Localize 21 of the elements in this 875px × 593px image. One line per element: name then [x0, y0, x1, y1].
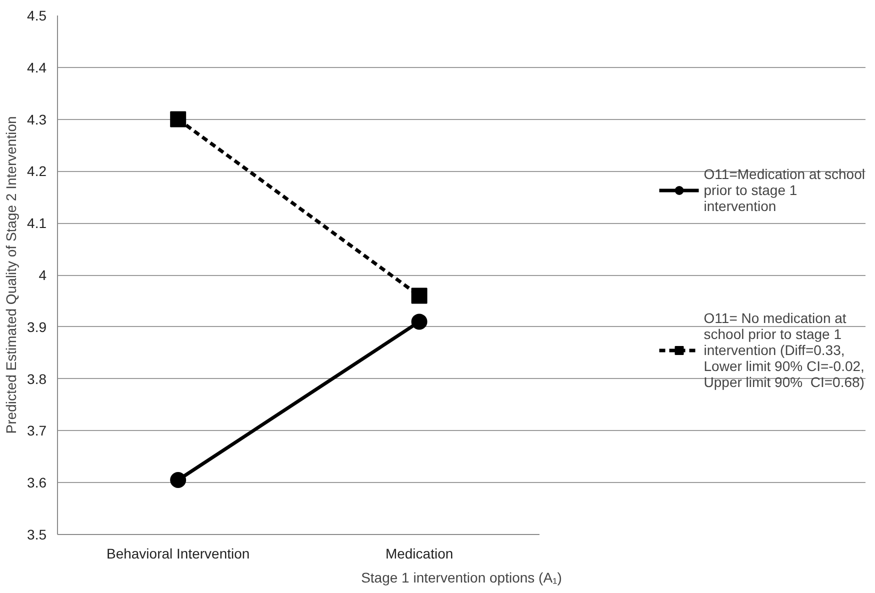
y-tick-label: 4.4 — [27, 59, 47, 76]
y-axis-title: Predicted Estimated Quality of Stage 2 Intervention — [3, 116, 20, 434]
y-tick-label: 3.8 — [27, 370, 47, 387]
y-tick-label: 3.5 — [27, 526, 47, 542]
point — [411, 314, 428, 330]
x-axis-title: Stage 1 intervention options (A₁) — [361, 570, 562, 586]
legend-label: O11=Medication at school prior to stage 1 intervention — [704, 164, 865, 216]
y-tick-label: 4.1 — [27, 215, 47, 232]
y-tick-label: 4 — [38, 267, 47, 283]
point — [411, 288, 428, 304]
y-tick-label: 4.5 — [27, 8, 47, 24]
point — [170, 472, 186, 488]
y-tick-label: 3.7 — [27, 422, 47, 439]
x-tick-label: Behavioral Intervention — [106, 546, 250, 562]
y-tick-label: 3.9 — [27, 318, 47, 335]
x-tick-label: Medication — [385, 546, 454, 562]
y-tick-label: 3.6 — [27, 474, 47, 491]
y-tick-label: 4.2 — [27, 163, 47, 180]
point — [170, 111, 186, 128]
legend-label: O11= No medication at school prior to stage 1 intervention (Diff=0.33, Lower limit 90% CI=-0.02, Upper limit 90% CI=0.68) — [704, 310, 864, 390]
y-tick-label: 4.3 — [27, 111, 47, 128]
